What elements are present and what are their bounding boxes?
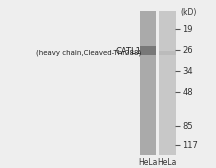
Text: HeLa: HeLa [158, 158, 177, 167]
Bar [159, 51, 175, 55]
Text: HeLa: HeLa [138, 158, 158, 167]
Text: 85: 85 [183, 121, 193, 131]
Text: 26: 26 [183, 46, 193, 55]
Bar [140, 11, 156, 155]
Text: (heavy chain,Cleaved-Thr288): (heavy chain,Cleaved-Thr288) [36, 49, 141, 56]
Bar [140, 47, 156, 55]
Text: 48: 48 [183, 88, 193, 97]
Text: 34: 34 [183, 67, 193, 76]
Text: (kD): (kD) [180, 8, 197, 17]
Bar [159, 11, 175, 155]
Text: 19: 19 [183, 25, 193, 34]
Text: 117: 117 [183, 141, 198, 150]
Text: CATL1: CATL1 [116, 47, 141, 56]
